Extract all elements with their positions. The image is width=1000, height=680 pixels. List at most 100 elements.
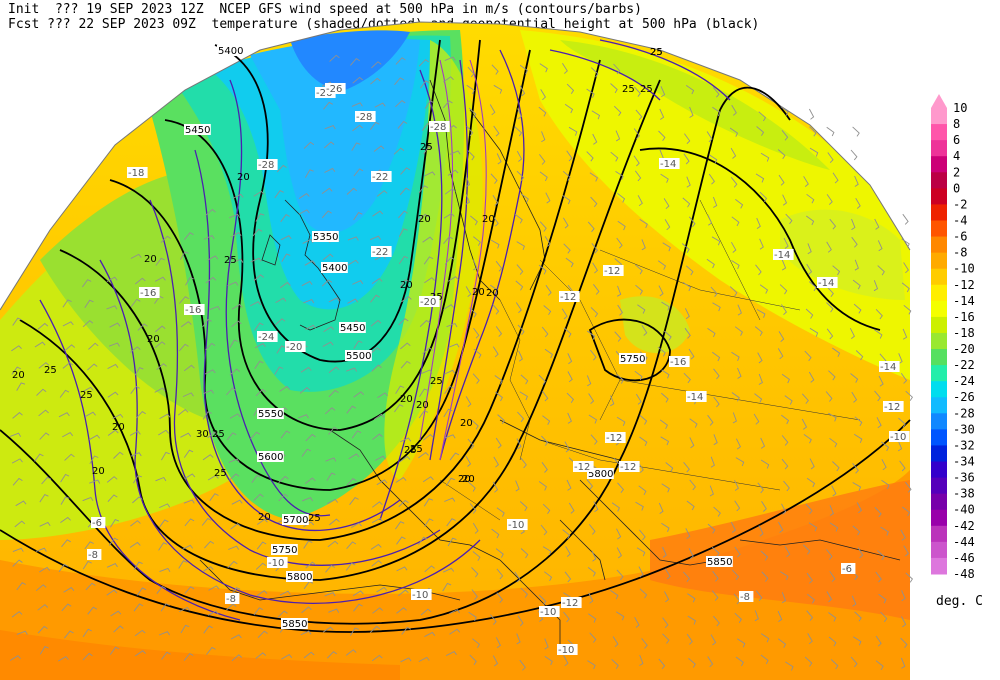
wind-barb (514, 126, 523, 137)
wind-barb (490, 614, 497, 625)
legend-label: 6 (953, 133, 960, 147)
wind-barb (586, 330, 596, 340)
wind-barb (781, 259, 787, 271)
wind-barb (371, 364, 382, 372)
wind-barb (442, 582, 452, 592)
wind-barb (229, 413, 241, 419)
wind-barb (63, 587, 75, 593)
wind-barb (760, 459, 770, 469)
temperature-label: -22 (372, 172, 388, 183)
wind-barb (274, 318, 286, 326)
wind-barb (905, 572, 913, 583)
wind-barb (424, 565, 435, 573)
wind-barb (346, 541, 357, 549)
wind-barb (209, 493, 219, 502)
wind-barb (490, 239, 500, 249)
legend-swatch (931, 509, 947, 527)
temperature-label: -16 (185, 305, 201, 316)
legend-label: -28 (953, 406, 975, 420)
wind-barb (82, 496, 94, 502)
wind-barb (89, 455, 99, 464)
legend-label: -20 (953, 342, 975, 356)
wind-barb (465, 286, 472, 298)
wind-barb (443, 408, 453, 418)
wind-barb (14, 520, 26, 528)
wind-barb (130, 385, 140, 394)
wind-barb (829, 505, 834, 516)
wind-barb (852, 279, 861, 290)
wind-barb (496, 592, 503, 603)
wind-barb (468, 611, 477, 622)
wind-barb (493, 456, 499, 468)
wind-label: 25 (650, 47, 663, 58)
legend-swatch (931, 236, 947, 254)
wind-barb (444, 385, 454, 395)
wind-barb (514, 213, 523, 224)
wind-barb (495, 437, 502, 449)
wind-barb (370, 543, 382, 550)
wind-barb (202, 566, 214, 572)
wind-barb (12, 547, 24, 553)
wind-barb (254, 360, 264, 370)
wind-barb (900, 372, 908, 384)
wind-barb (710, 456, 715, 468)
wind-barb (636, 547, 646, 557)
wind-barb (106, 276, 118, 282)
legend-label: -14 (953, 294, 975, 308)
legend-swatch (931, 124, 947, 141)
wind-barb (685, 85, 695, 95)
wind-barb (804, 350, 812, 362)
legend-swatch (931, 188, 947, 205)
wind-barb (567, 412, 572, 424)
wind-barb (611, 659, 619, 670)
temperature-label: -14 (687, 392, 703, 403)
wind-barb (449, 628, 461, 635)
wind-barb (60, 496, 70, 505)
legend-swatch (931, 413, 947, 430)
wind-barb (61, 539, 71, 548)
wind-barb (106, 476, 118, 483)
wind-barb (684, 133, 691, 145)
wind-barb (779, 284, 788, 295)
wind-barb (82, 628, 92, 638)
wind-barb (515, 302, 522, 314)
wind-barb (779, 571, 789, 581)
height-label: 5450 (340, 323, 365, 334)
wind-barb (279, 590, 291, 596)
wind-barb (130, 298, 141, 307)
wind-barb (712, 351, 721, 362)
wind-barb (226, 432, 237, 441)
wind-barb (759, 284, 769, 294)
wind-barb (400, 167, 411, 175)
wind-barb (492, 194, 499, 206)
wind-barb (62, 432, 74, 438)
legend-label: -22 (953, 358, 975, 372)
wind-barb (369, 235, 381, 241)
wind-barb (544, 571, 553, 582)
height-label-bg (257, 408, 284, 419)
wind-barb (444, 188, 456, 195)
wind-barb (82, 279, 92, 288)
wind-barb (58, 412, 70, 418)
height-label: 5750 (620, 354, 645, 365)
wind-barb (828, 370, 836, 381)
wind-barb (516, 150, 523, 162)
legend-label: -34 (953, 455, 975, 469)
wind-barb (874, 218, 880, 230)
temperature-legend: 10 8 6 4 2 0 -2 -4 -6 -8 -10 -12 -14 -16 -18 -20 -22 -24 -… (931, 94, 975, 581)
wind-label: 25 (308, 513, 321, 524)
wind-barb (398, 228, 408, 237)
wind-barb (760, 550, 769, 561)
temperature-label-bg (659, 158, 680, 169)
wind-label: 20 (112, 422, 125, 433)
wind-barb (902, 213, 909, 225)
wind-barb (418, 213, 429, 221)
legend-swatch (931, 365, 947, 382)
height-label: 5550 (258, 409, 283, 420)
wind-barb (64, 630, 74, 639)
wind-barb (874, 329, 883, 339)
wind-barb (281, 654, 293, 660)
legend-swatch (931, 461, 947, 479)
wind-barb (637, 462, 644, 473)
wind-barb (87, 363, 98, 371)
